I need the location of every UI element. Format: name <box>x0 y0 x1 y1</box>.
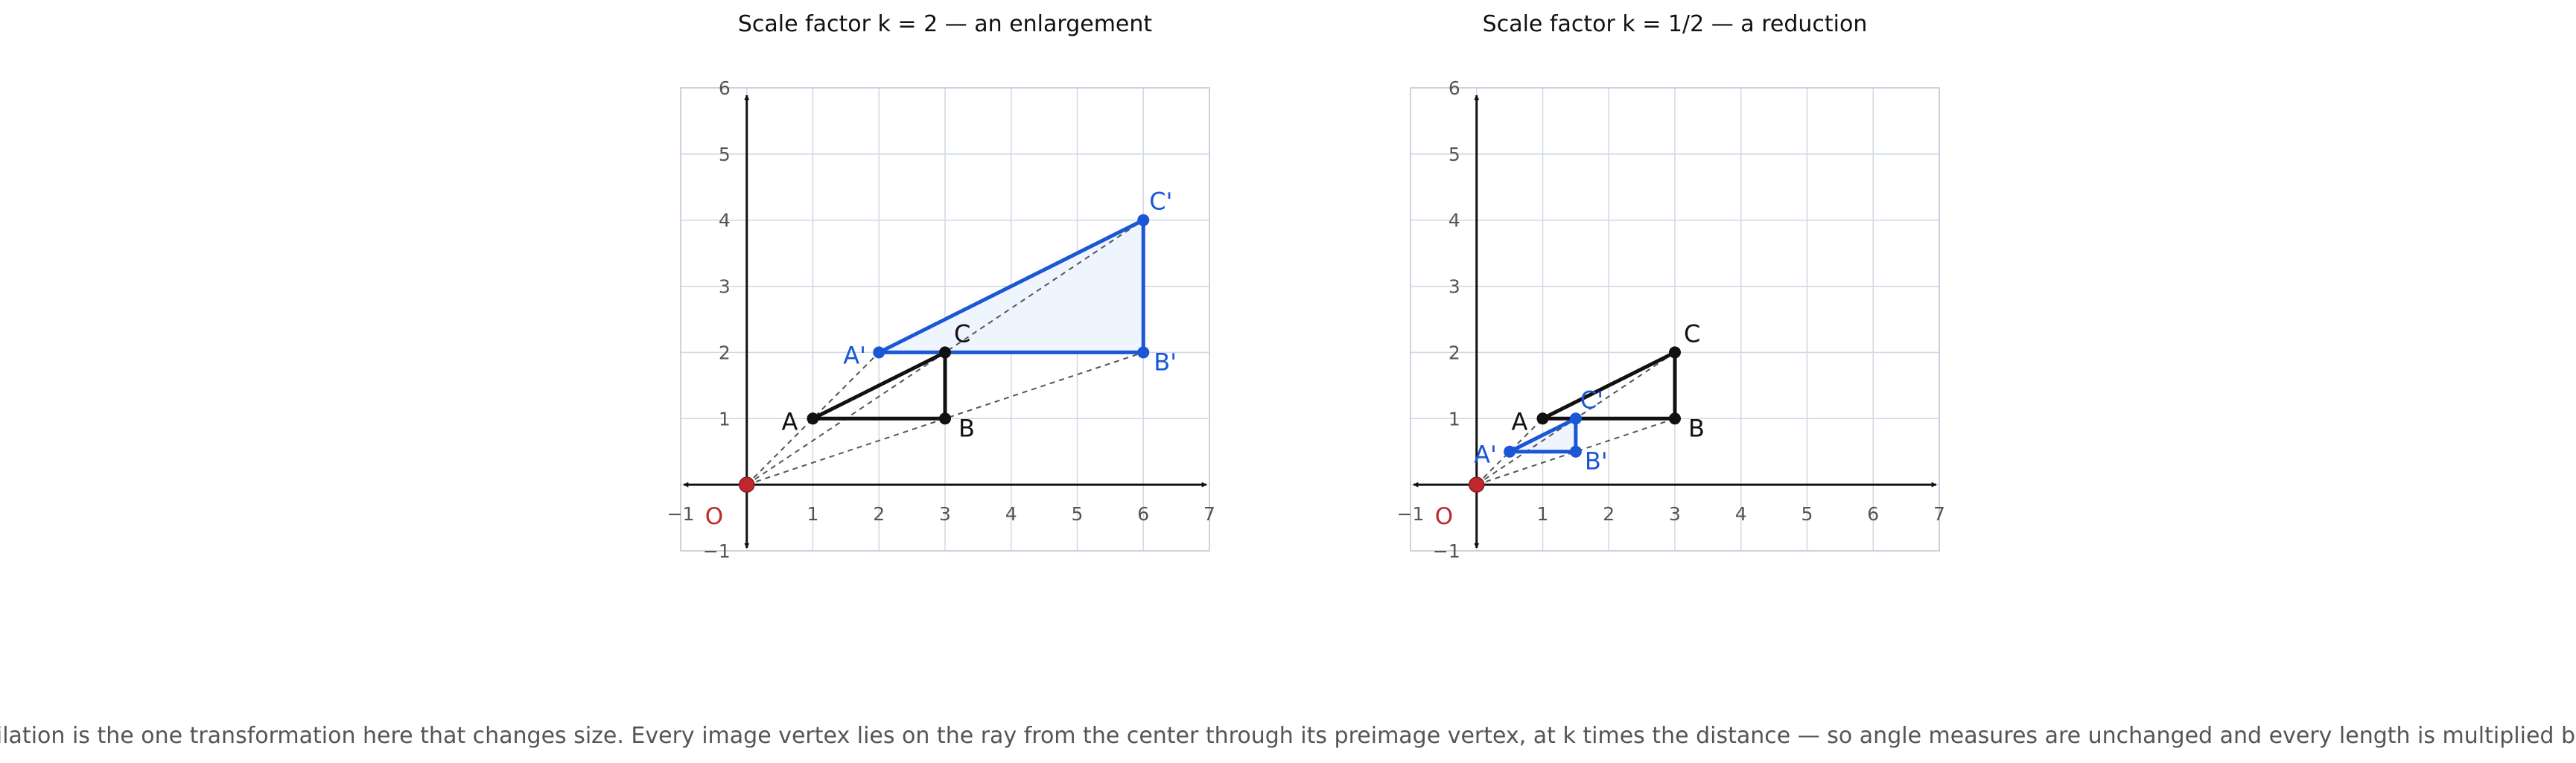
x-tick-label: 6 <box>1137 503 1149 525</box>
x-tick-label: 3 <box>1669 503 1681 525</box>
image-vertex-b-prime <box>1137 346 1150 359</box>
preimage-vertex-c <box>939 346 951 359</box>
y-tick-label: 5 <box>1448 144 1460 165</box>
y-tick-label: 2 <box>1448 342 1460 363</box>
panel-title: Scale factor k = 2 — an enlargement <box>738 11 1153 37</box>
preimage-vertex-b <box>939 412 951 425</box>
preimage-vertex-label: C <box>954 319 970 348</box>
dilation-ray <box>746 351 880 485</box>
x-tick-label: 7 <box>1933 503 1945 525</box>
image-vertex-a-prime <box>873 346 885 359</box>
y-tick-label: 6 <box>1448 77 1460 99</box>
y-tick-label: 1 <box>719 408 731 430</box>
image-triangle <box>1507 416 1578 454</box>
y-tick-label: 4 <box>719 210 731 232</box>
preimage-vertex-label: B <box>958 414 975 442</box>
preimage-triangle <box>1541 350 1677 421</box>
y-tick-label: 3 <box>1448 276 1460 298</box>
dilation-ray <box>746 219 1144 485</box>
panel-title: Scale factor k = 1/2 — a reduction <box>1483 11 1868 37</box>
x-tick-label: −1 <box>1397 503 1425 525</box>
x-tick-label: −1 <box>667 503 695 525</box>
image-vertex-label: B' <box>1585 447 1608 476</box>
image-vertex-c-prime <box>1137 214 1150 226</box>
reduction-panel: Scale factor k = 1/2 — a reduction −1 1 2 3 4… <box>1397 11 1945 562</box>
preimage-vertex-label: A <box>1512 407 1528 435</box>
dilation-ray <box>746 351 1144 486</box>
y-tick-label: 4 <box>1448 210 1460 232</box>
plot-frame <box>1410 87 1940 552</box>
x-tick-label: 7 <box>1203 503 1215 525</box>
x-tick-label: 1 <box>1537 503 1549 525</box>
center-label: O <box>1435 503 1453 530</box>
plot-frame <box>680 87 1210 552</box>
x-tick-label: 5 <box>1072 503 1084 525</box>
image-vertex-label: B' <box>1154 348 1177 376</box>
preimage-vertex-a <box>807 412 819 425</box>
x-tick-label: 5 <box>1801 503 1813 525</box>
preimage-vertex-c <box>1669 346 1681 359</box>
x-tick-label: 4 <box>1005 503 1017 525</box>
x-tick-label: 2 <box>1603 503 1615 525</box>
x-tick-label: 6 <box>1867 503 1879 525</box>
center-of-dilation <box>739 476 755 493</box>
y-tick-label: 1 <box>1448 408 1460 430</box>
image-vertex-label: C' <box>1149 188 1172 216</box>
y-tick-label: 6 <box>719 77 731 99</box>
image-vertex-label: A' <box>1474 441 1497 469</box>
preimage-vertex-label: A <box>782 407 798 435</box>
y-tick-label: −1 <box>703 540 731 562</box>
caption-text: A dilation is the one transformation her… <box>0 723 2576 749</box>
preimage-vertex-label: C <box>1684 319 1700 348</box>
center-label: O <box>705 503 723 530</box>
image-vertex-b-prime <box>1569 445 1582 458</box>
image-vertex-label: A' <box>843 341 866 369</box>
x-tick-label: 1 <box>807 503 819 525</box>
preimage-vertex-b <box>1669 412 1681 425</box>
image-triangle <box>877 218 1145 354</box>
y-tick-label: 5 <box>719 144 731 165</box>
x-tick-label: 2 <box>873 503 885 525</box>
image-vertex-a-prime <box>1504 445 1516 458</box>
y-tick-label: −1 <box>1433 540 1460 562</box>
x-tick-label: 4 <box>1735 503 1747 525</box>
image-vertex-label: C' <box>1580 386 1603 414</box>
preimage-vertex-a <box>1536 412 1549 425</box>
preimage-vertex-label: B <box>1688 414 1705 442</box>
preimage-triangle <box>811 350 947 421</box>
dilation-ray <box>1476 418 1544 485</box>
y-tick-label: 2 <box>719 342 731 363</box>
y-tick-label: 3 <box>719 276 731 298</box>
image-vertex-c-prime <box>1569 412 1582 425</box>
enlargement-panel: Scale factor k = 2 — an enlargement −1 1 2 3… <box>667 11 1215 562</box>
center-of-dilation <box>1469 476 1485 493</box>
x-tick-label: 3 <box>939 503 951 525</box>
